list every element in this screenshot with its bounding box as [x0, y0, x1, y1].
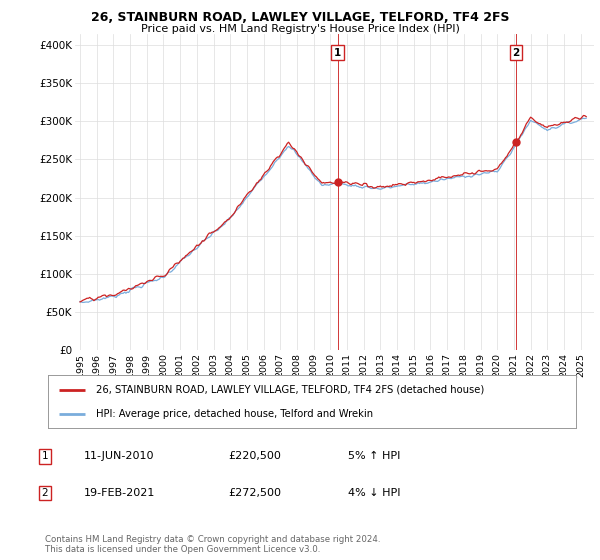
Text: 5% ↑ HPI: 5% ↑ HPI — [348, 451, 400, 461]
Text: 1: 1 — [334, 48, 341, 58]
Text: 4% ↓ HPI: 4% ↓ HPI — [348, 488, 401, 498]
Text: 26, STAINBURN ROAD, LAWLEY VILLAGE, TELFORD, TF4 2FS (detached house): 26, STAINBURN ROAD, LAWLEY VILLAGE, TELF… — [95, 385, 484, 395]
Text: Price paid vs. HM Land Registry's House Price Index (HPI): Price paid vs. HM Land Registry's House … — [140, 24, 460, 34]
Text: 19-FEB-2021: 19-FEB-2021 — [84, 488, 155, 498]
Text: 26, STAINBURN ROAD, LAWLEY VILLAGE, TELFORD, TF4 2FS: 26, STAINBURN ROAD, LAWLEY VILLAGE, TELF… — [91, 11, 509, 24]
Text: 2: 2 — [41, 488, 49, 498]
Text: 1: 1 — [41, 451, 49, 461]
Text: £220,500: £220,500 — [228, 451, 281, 461]
Text: Contains HM Land Registry data © Crown copyright and database right 2024.
This d: Contains HM Land Registry data © Crown c… — [45, 535, 380, 554]
Text: £272,500: £272,500 — [228, 488, 281, 498]
Text: 2: 2 — [512, 48, 520, 58]
Text: HPI: Average price, detached house, Telford and Wrekin: HPI: Average price, detached house, Telf… — [95, 409, 373, 419]
Text: 11-JUN-2010: 11-JUN-2010 — [84, 451, 155, 461]
